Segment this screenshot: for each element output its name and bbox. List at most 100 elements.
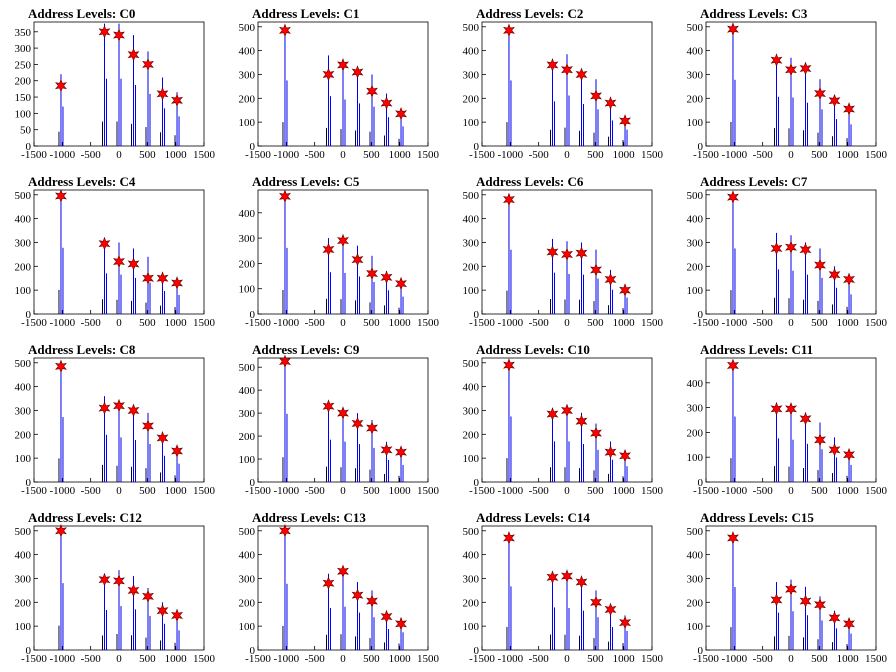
x-tick-label: -500 [529,149,550,161]
y-tick-label: 100 [15,453,32,465]
y-tick-label: 0 [698,309,704,321]
x-tick-label: -1500 [245,653,271,665]
y-tick-label: 500 [463,526,480,538]
marker-star [785,240,797,255]
y-tick-label: 200 [15,76,32,88]
y-tick-label: 400 [687,550,704,562]
x-tick-label: 500 [587,149,604,161]
x-tick-label: 1500 [865,149,888,161]
x-tick-label: 1500 [641,149,664,161]
y-tick-label: 200 [463,261,480,273]
marker-star [171,276,183,290]
marker-star [279,189,291,204]
y-tick-label: 300 [239,233,256,245]
y-tick-label: 500 [463,190,480,202]
marker-star [322,576,335,591]
x-tick-label: -500 [305,653,326,665]
chart-title: Address Levels: C8 [28,342,136,357]
x-tick-label: 1000 [389,653,412,665]
x-tick-label: 500 [139,653,156,665]
marker-star [785,62,797,77]
chart-title: Address Levels: C11 [700,342,813,357]
y-tick-label: 300 [15,573,32,585]
marker-star [785,401,797,416]
y-tick-label: 100 [239,117,256,129]
marker-star [351,588,364,603]
y-tick-label: 300 [15,43,32,55]
marker-star [503,531,515,545]
y-tick-label: 100 [687,285,704,297]
x-tick-label: 500 [363,149,380,161]
x-tick-label: -1500 [21,317,47,329]
marker-star [770,53,783,68]
y-tick-label: 300 [687,69,704,81]
marker-star [142,589,154,604]
y-tick-label: 500 [15,358,32,370]
x-tick-label: 1000 [613,149,636,161]
x-tick-label: -1000 [497,149,523,161]
chart-title: Address Levels: C6 [476,174,584,189]
marker-star [279,354,291,369]
x-tick-label: 1500 [193,653,216,665]
marker-star [575,67,588,82]
y-tick-label: 300 [239,408,256,420]
marker-star [727,531,739,545]
marker-star [380,96,393,110]
y-tick-label: 400 [687,214,704,226]
y-tick-label: 200 [239,597,256,609]
marker-star [337,564,349,579]
y-tick-label: 0 [26,141,32,153]
y-tick-label: 400 [463,382,480,394]
chart-panel-8: Address Levels: C80100200300400500-1500-… [15,342,216,497]
marker-star [843,616,855,631]
x-tick-label: -500 [753,485,774,497]
y-tick-label: 300 [463,573,480,585]
chart-title: Address Levels: C1 [252,6,359,21]
x-tick-label: -1500 [693,485,719,497]
y-tick-label: 0 [698,645,704,657]
marker-star [337,58,349,72]
x-tick-label: 1000 [389,317,412,329]
x-tick-label: -500 [529,485,550,497]
y-tick-label: 500 [239,22,256,34]
y-tick-label: 200 [239,93,256,105]
y-tick-label: 200 [687,261,704,273]
chart-panel-14: Address Levels: C14 0 100 200 300 400 500 -1500… [463,510,664,665]
marker-star [575,246,588,261]
y-tick-label: 100 [463,621,480,633]
y-tick-label: 400 [239,208,256,220]
marker-star [156,431,169,445]
y-tick-label: 200 [687,597,704,609]
x-tick-label: -1500 [693,653,719,665]
x-tick-label: -500 [81,317,102,329]
chart-panel-4: Address Levels: C40100200300400500-1500-… [15,174,216,329]
chart-title: Address Levels: C15 [700,510,814,525]
x-tick-label: -1000 [273,653,299,665]
chart-panel-7: Address Levels: C70100200300400500-1500-… [687,174,888,329]
x-tick-label: 1000 [837,485,860,497]
chart-panel-6: Address Levels: C60100200300400500-1500-… [463,174,664,329]
marker-star [380,609,393,624]
marker-star [380,270,393,285]
marker-star [770,241,783,256]
x-tick-label: 1500 [865,485,888,497]
marker-star [828,267,841,282]
x-tick-label: -1000 [721,149,747,161]
x-tick-label: -1000 [497,317,523,329]
marker-star [366,266,378,281]
x-tick-label: -1500 [693,149,719,161]
chart-title: Address Levels: C9 [252,342,360,357]
y-tick-label: 500 [687,22,704,34]
marker-star [575,575,588,589]
x-tick-label: 1500 [193,317,216,329]
x-tick-label: 1000 [165,653,188,665]
y-tick-label: 0 [474,645,480,657]
marker-star [619,615,631,630]
x-tick-label: 500 [811,653,828,665]
x-tick-label: 1000 [837,149,860,161]
marker-star [503,23,515,38]
x-tick-label: 0 [116,485,122,497]
x-tick-label: 1500 [417,149,440,161]
y-tick-label: 0 [474,141,480,153]
